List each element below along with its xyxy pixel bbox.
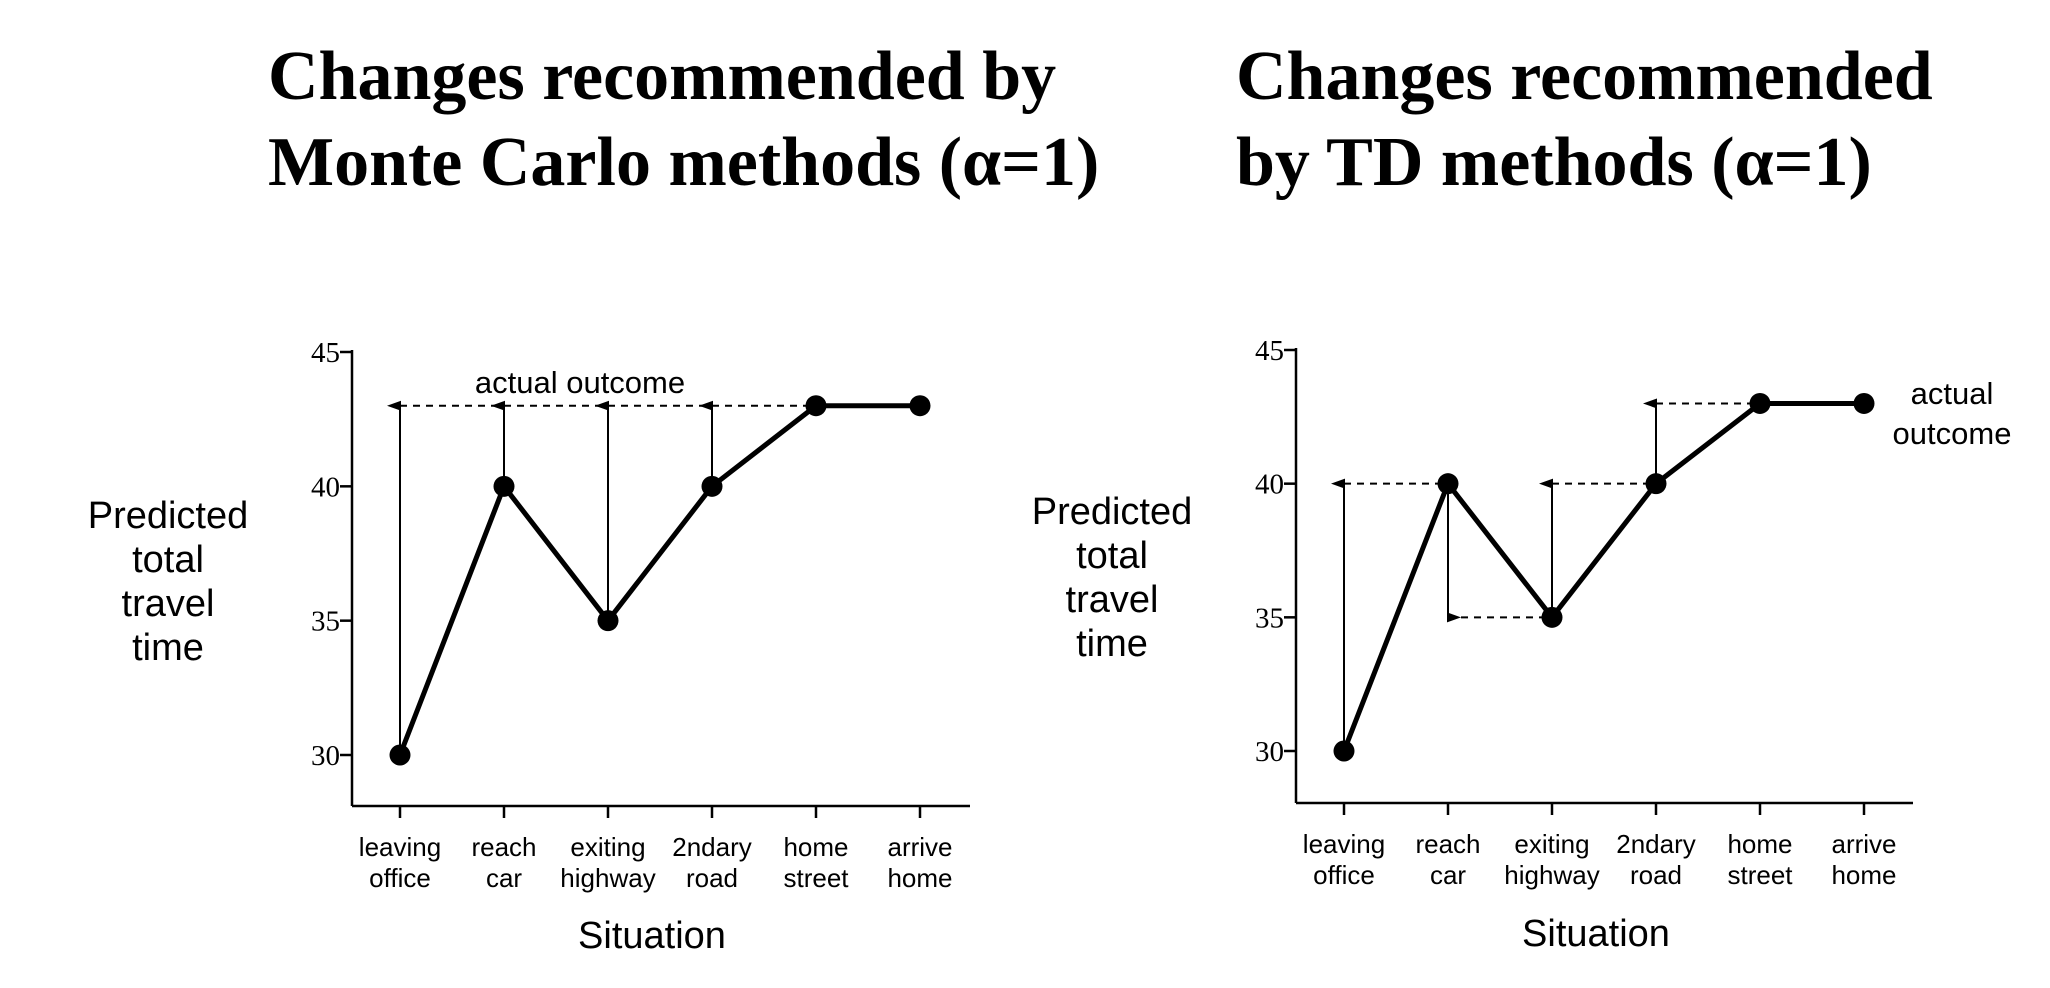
c1-x-tick-label-4-0: home [783,832,848,862]
c1-y-tick-label-35: 35 [311,606,340,638]
c2-x-tick-label-3-0: 2ndary [1616,829,1696,859]
c1-x-tick-label-0-1: office [369,863,431,893]
c1-y-axis-label-1: total [132,539,204,581]
c1-data-point-5 [909,395,931,417]
title-left-line-2: Monte Carlo methods (α=1) [268,124,1100,201]
c2-x-tick-label-1-0: reach [1415,829,1480,859]
c1-data-point-4 [805,395,827,417]
c2-y-axis-label-0: Predicted [1032,491,1193,533]
c2-data-point-4 [1749,392,1771,414]
c2-x-tick-label-0-1: office [1313,860,1375,890]
c2-x-tick-label-3-1: road [1630,860,1682,890]
c2-y-tick-label-40: 40 [1255,469,1284,501]
c1-data-point-0 [389,744,411,766]
title-right-line-1: Changes recommended [1236,38,1933,115]
c1-data-point-2 [597,610,619,632]
c1-x-tick-label-2-1: highway [560,863,655,893]
c1-data-point-3 [701,475,723,497]
c2-x-tick-label-4-1: street [1727,860,1793,890]
c2-y-tick-label-30: 30 [1255,736,1284,768]
c2-annotation-actual-outcome-1: outcome [1893,416,2012,451]
c1-annotation-actual-outcome: actual outcome [475,365,685,400]
c1-x-tick-label-4-1: street [783,863,849,893]
c2-x-tick-label-2-0: exiting [1514,829,1589,859]
c2-data-point-0 [1333,740,1355,762]
c1-y-tick-label-45: 45 [311,337,340,369]
c2-x-tick-label-1-1: car [1430,860,1466,890]
c2-series-line [1341,400,1864,752]
c1-y-axis-label-3: time [132,627,204,669]
c1-y-tick-label-30: 30 [311,740,340,772]
c2-y-axis-label-2: travel [1066,579,1159,621]
c1-x-tick-label-3-1: road [686,863,738,893]
c2-y-tick-label-35: 35 [1255,602,1284,634]
c1-x-axis-label: Situation [578,915,726,957]
c2-x-tick-label-2-1: highway [1504,860,1599,890]
c1-y-axis-label-0: Predicted [88,495,249,537]
title-right-line-2: by TD methods (α=1) [1236,124,1872,201]
c1-y-tick-label-40: 40 [311,471,340,503]
c1-y-axis-label-2: travel [122,583,215,625]
title-left-line-1: Changes recommended by [268,38,1057,115]
c2-x-tick-label-4-0: home [1727,829,1792,859]
c1-x-tick-label-3-0: 2ndary [672,832,752,862]
c2-data-point-3 [1645,473,1667,495]
c1-x-tick-label-1-1: car [486,863,522,893]
c2-x-tick-label-5-0: arrive [1831,829,1896,859]
c2-data-point-2 [1541,606,1563,628]
c2-x-tick-label-0-0: leaving [1303,829,1385,859]
chart-title-right: Changes recommended by TD methods (α=1) [1236,34,1933,206]
c2-x-axis-label: Situation [1522,913,1670,955]
c1-x-tick-label-5-0: arrive [887,832,952,862]
c1-x-tick-label-1-0: reach [471,832,536,862]
c2-annotation-actual-outcome-0: actual [1911,376,1994,411]
c1-series-line [397,403,920,756]
c2-y-axis-label-1: total [1076,535,1148,577]
c2-y-tick-label-45: 45 [1255,335,1284,367]
c2-data-point-1 [1437,473,1459,495]
c1-data-point-1 [493,475,515,497]
c2-x-tick-label-5-1: home [1831,860,1896,890]
c2-data-point-5 [1853,392,1875,414]
c1-x-tick-label-5-1: home [887,863,952,893]
c1-x-tick-label-0-0: leaving [359,832,441,862]
c1-x-tick-label-2-0: exiting [570,832,645,862]
chart-title-left: Changes recommended by Monte Carlo metho… [268,34,1099,206]
c2-y-axis-label-3: time [1076,623,1148,665]
